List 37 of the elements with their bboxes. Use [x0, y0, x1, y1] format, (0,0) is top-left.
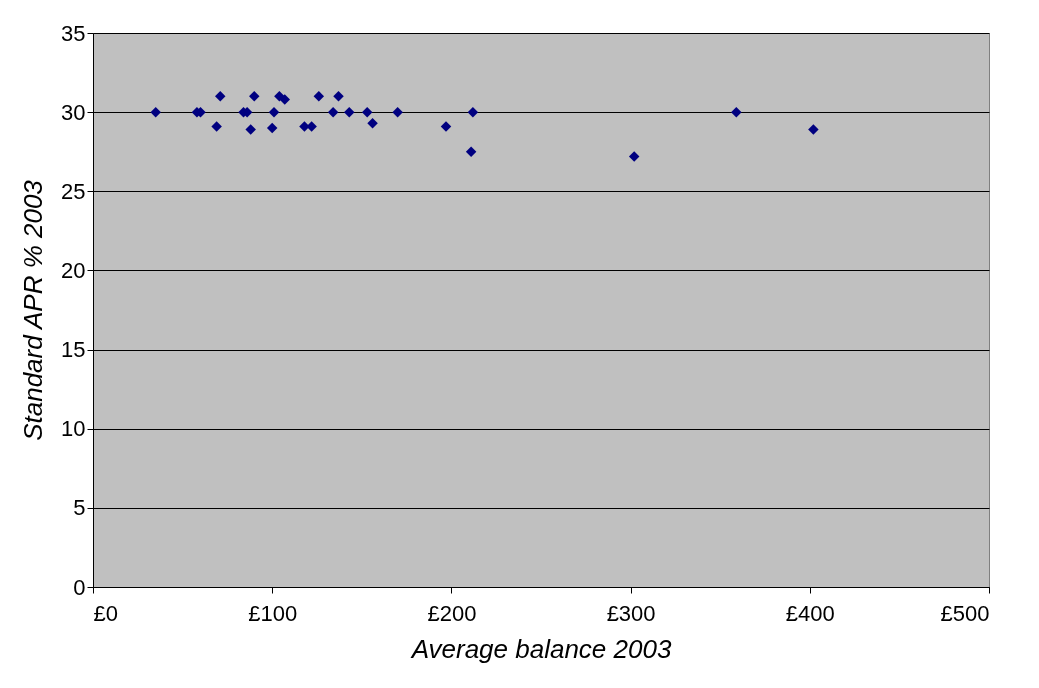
- point: [344, 106, 355, 118]
- x-tick-label: £400: [785, 600, 835, 626]
- point: [467, 106, 479, 118]
- point: [313, 91, 325, 102]
- y-tick-label: 25: [61, 178, 86, 204]
- point: [249, 91, 260, 102]
- y-tick-label: 35: [61, 20, 86, 46]
- x-tick-label: £200: [427, 600, 477, 626]
- y-tick-label: 15: [61, 337, 86, 363]
- point: [266, 122, 278, 134]
- point: [731, 106, 742, 118]
- point: [465, 146, 477, 157]
- point: [150, 106, 161, 118]
- point: [628, 151, 640, 162]
- point: [211, 121, 222, 132]
- point: [367, 117, 378, 129]
- y-tick-label: 20: [61, 257, 86, 283]
- point: [245, 124, 256, 135]
- x-axis-title: Average balance 2003: [409, 633, 672, 664]
- point: [392, 106, 403, 118]
- y-tick-label: 10: [61, 416, 86, 442]
- point: [327, 106, 339, 118]
- y-tick-label: 0: [73, 574, 86, 600]
- point: [279, 94, 290, 105]
- x-tick-label: £500: [940, 600, 990, 626]
- y-axis-title: Standard APR % 2003: [18, 179, 49, 441]
- x-tick-label: £100: [248, 600, 298, 626]
- x-tick-label: £300: [606, 600, 656, 626]
- x-tick-label: £0: [93, 600, 118, 626]
- point: [214, 91, 226, 102]
- point: [440, 121, 452, 132]
- y-tick-label: 5: [73, 495, 86, 521]
- point: [333, 91, 344, 102]
- point: [361, 106, 373, 118]
- y-tick-label: 30: [61, 99, 86, 125]
- point: [268, 106, 280, 118]
- point: [808, 124, 819, 135]
